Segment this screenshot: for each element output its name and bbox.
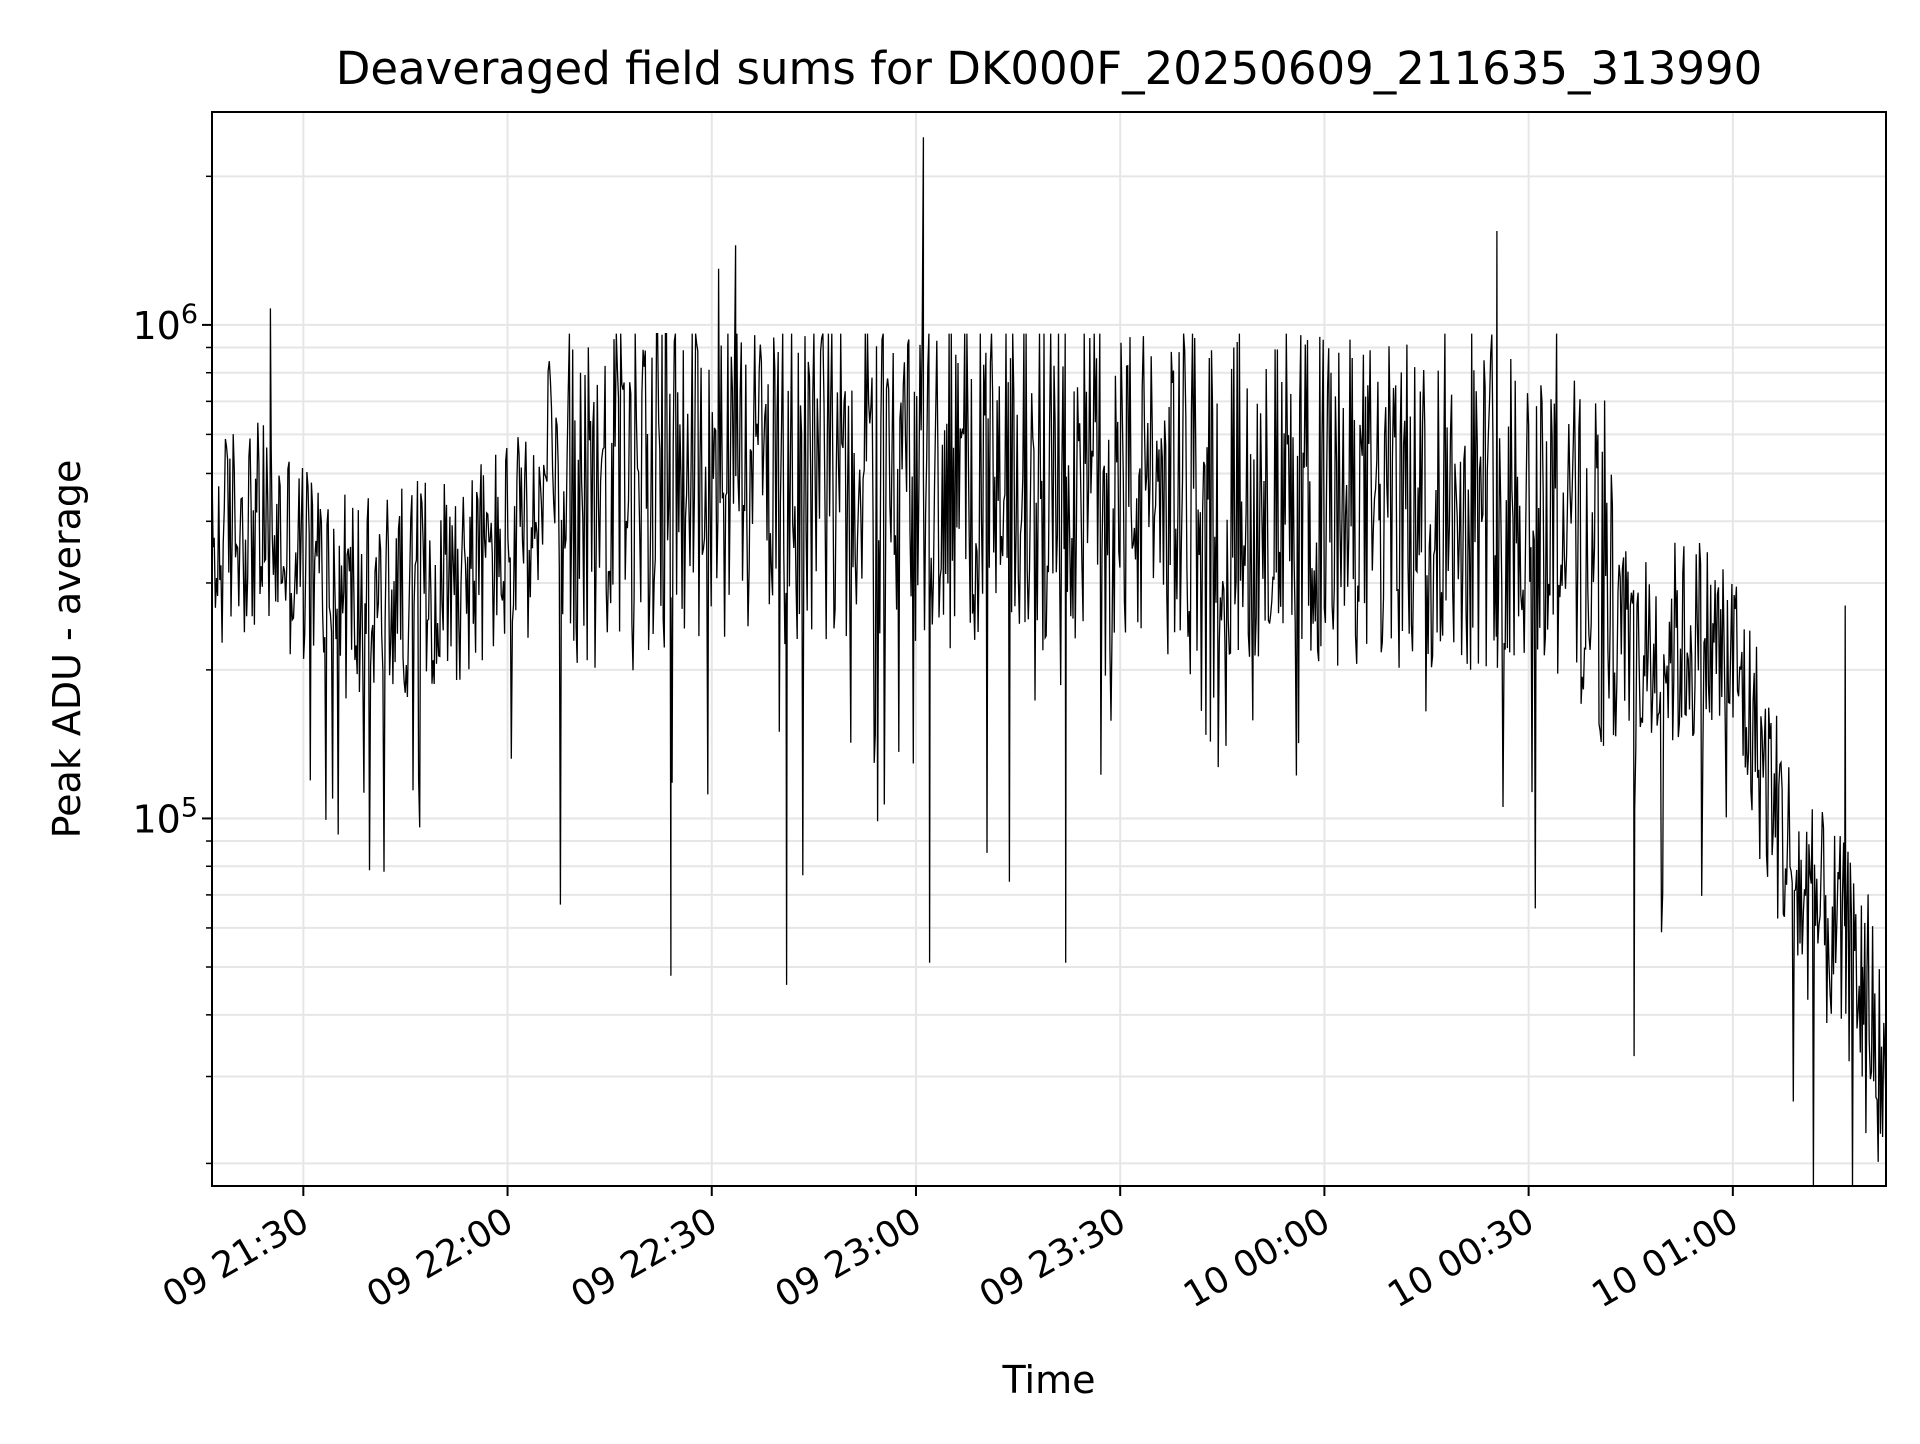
axes-frame: [211, 111, 1887, 1187]
plot-area: [211, 137, 1887, 1187]
x-axis-label: Time: [1002, 1358, 1096, 1402]
y-tick-label: 105: [132, 792, 198, 841]
series-line: [211, 137, 1887, 1187]
y-tick-label: 106: [132, 299, 198, 348]
y-axis-label: Peak ADU - average: [45, 460, 89, 839]
chart-title: Deaveraged field sums for DK000F_2025060…: [336, 42, 1763, 95]
